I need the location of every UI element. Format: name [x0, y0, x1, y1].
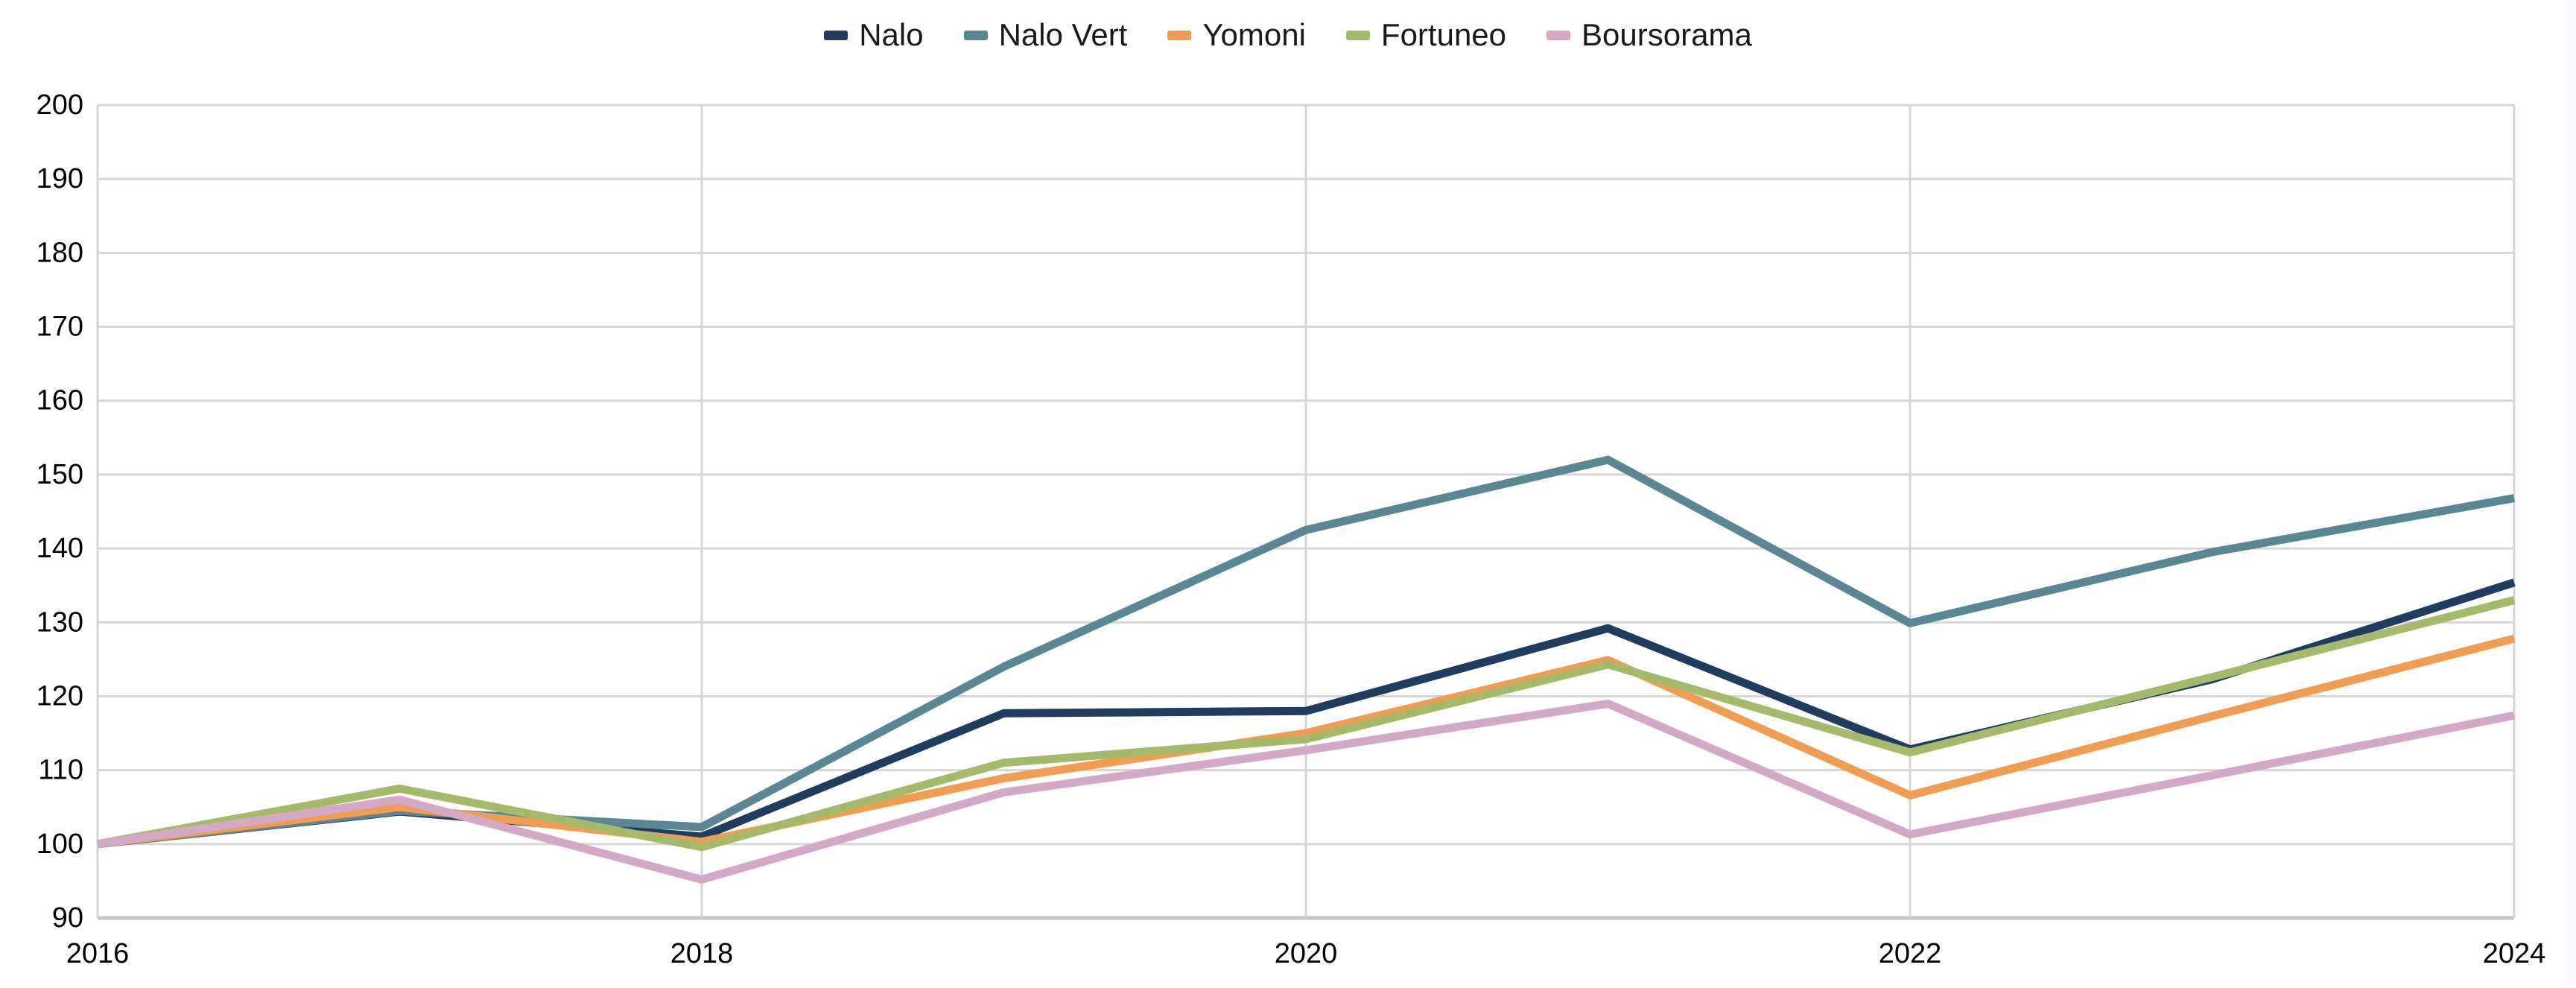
legend-swatch-boursorama [1546, 30, 1571, 40]
legend-label-nalo: Nalo [859, 17, 924, 52]
x-axis-label: 2018 [670, 938, 734, 969]
series-line-fortuneo [97, 596, 2516, 852]
y-axis-label: 200 [37, 89, 83, 121]
y-axis-label: 110 [38, 755, 83, 786]
x-axis-label: 2020 [1275, 938, 1338, 969]
y-axis-label: 90 [52, 902, 83, 934]
legend-swatch-nalo-vert [963, 30, 988, 40]
chart-legend: Nalo Nalo Vert Yomoni Fortuneo Boursoram… [0, 19, 2576, 51]
legend-item-nalo[interactable]: Nalo [824, 17, 924, 52]
x-axis-label: 2022 [1879, 938, 1942, 969]
legend-label-fortuneo: Fortuneo [1380, 17, 1507, 52]
legend-swatch-nalo [824, 30, 848, 40]
legend-item-boursorama[interactable]: Boursorama [1546, 19, 1752, 51]
y-axis-label: 180 [37, 237, 83, 268]
y-axis-label: 130 [37, 607, 83, 638]
y-axis-label: 140 [37, 533, 83, 564]
legend-label-boursorama: Boursorama [1582, 17, 1752, 52]
x-axis-label: 2024 [2483, 938, 2546, 969]
y-axis-label: 190 [37, 163, 83, 194]
legend-item-nalo-vert[interactable]: Nalo Vert [963, 17, 1128, 52]
legend-label-yomoni: Yomoni [1202, 17, 1306, 52]
series-line-yomoni [97, 634, 2516, 849]
legend-label-nalo-vert: Nalo Vert [998, 17, 1128, 52]
scrollbar[interactable] [2566, 0, 2576, 988]
series-line-boursorama [97, 699, 2516, 884]
legend-swatch-yomoni [1167, 30, 1192, 40]
y-axis-label: 120 [37, 680, 83, 712]
y-axis-label: 150 [37, 459, 83, 490]
y-axis-label: 170 [37, 311, 83, 343]
legend-item-fortuneo[interactable]: Fortuneo [1345, 17, 1507, 52]
legend-item-yomoni[interactable]: Yomoni [1167, 19, 1306, 51]
y-axis-label: 160 [37, 385, 83, 417]
y-axis-label: 100 [37, 829, 83, 860]
legend-swatch-fortuneo [1345, 30, 1370, 40]
x-axis-label: 2016 [66, 938, 130, 969]
